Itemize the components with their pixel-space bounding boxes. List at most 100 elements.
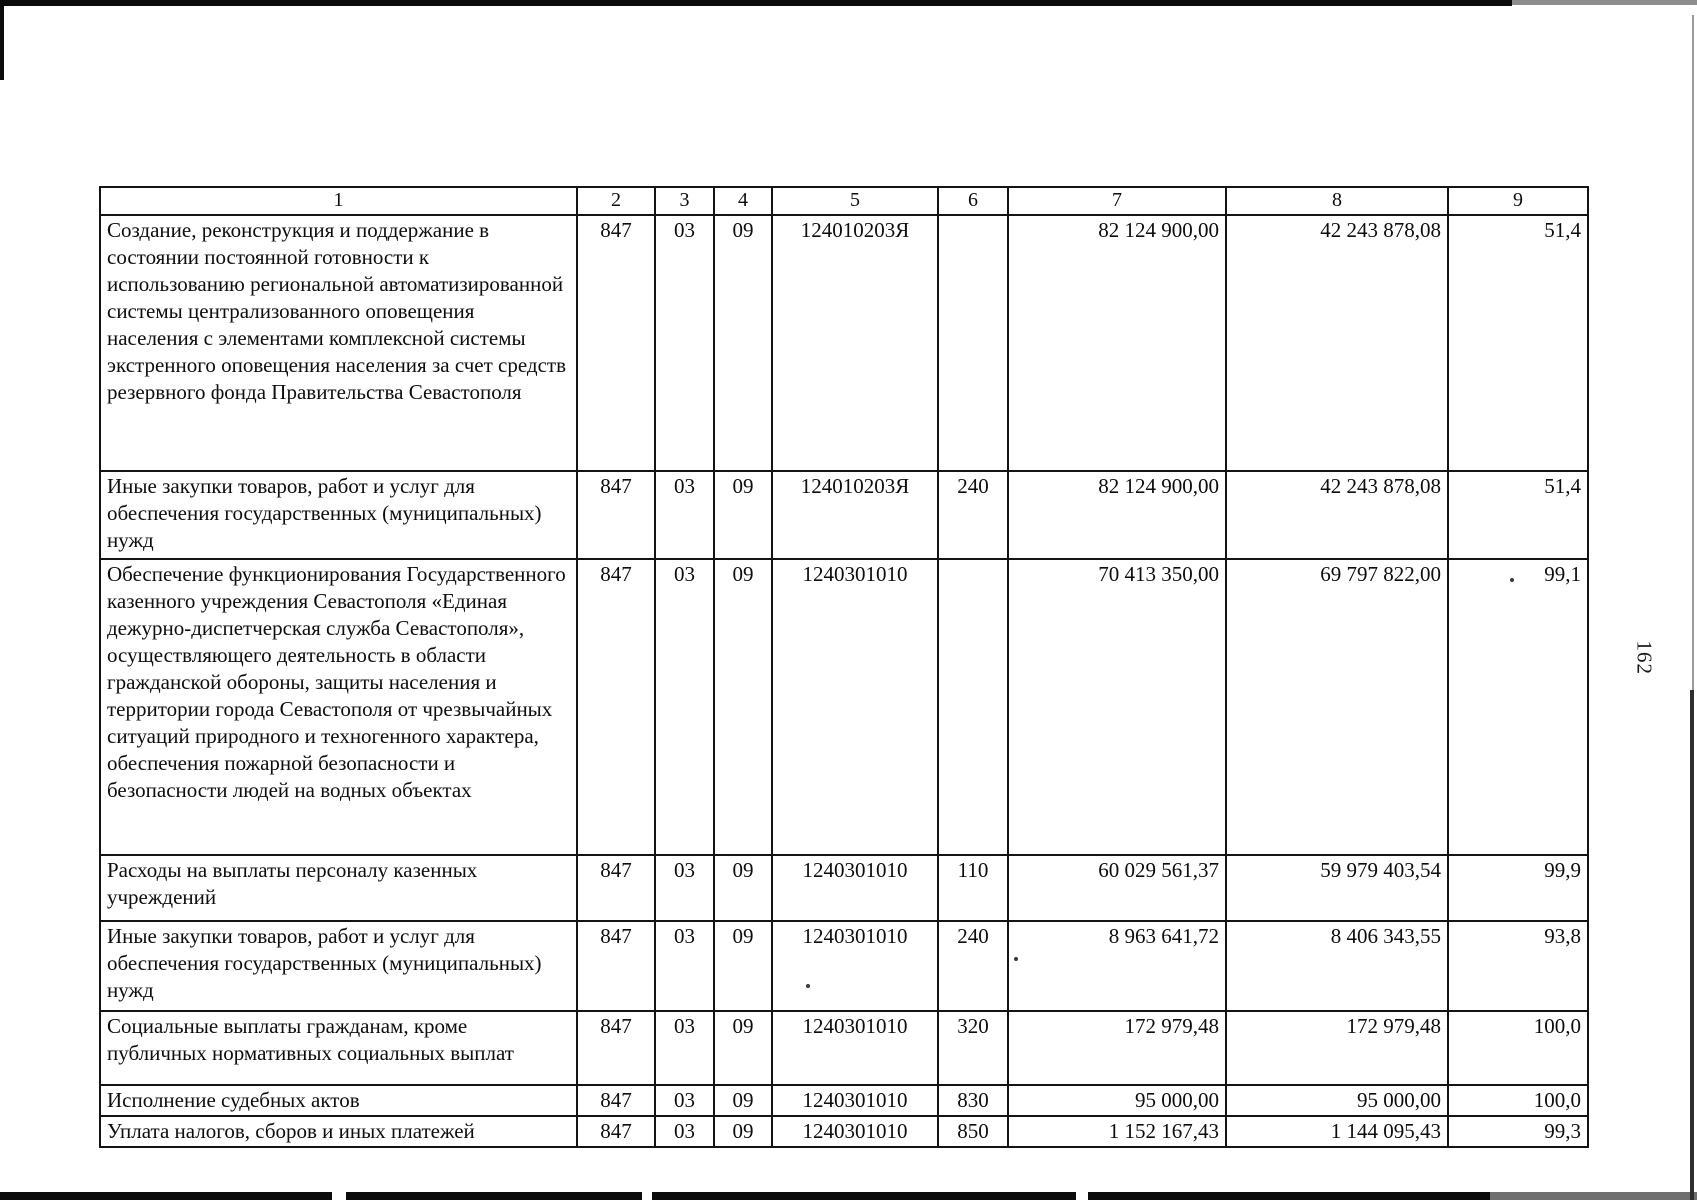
- value-cell: 1 152 167,43: [1007, 1115, 1227, 1148]
- value-cell: 03: [654, 558, 715, 856]
- value-cell: 03: [654, 854, 715, 922]
- value-cell: 42 243 878,08: [1225, 214, 1449, 472]
- value-cell: 95 000,00: [1007, 1084, 1227, 1117]
- row-label-cell: Социальные выплаты гражданам, кроме публ…: [99, 1010, 578, 1086]
- column-header: 5: [771, 186, 939, 216]
- table-row: Уплата налогов, сборов и иных платежей 84…: [99, 1115, 1589, 1148]
- row-label-cell: Расходы на выплаты персоналу казенных уч…: [99, 854, 578, 922]
- value-cell: 110: [937, 854, 1009, 922]
- value-cell: 03: [654, 1115, 715, 1148]
- value-cell: 850: [937, 1115, 1009, 1148]
- table-row: Создание, реконструкция и поддержание в …: [99, 214, 1589, 472]
- column-header: 7: [1007, 186, 1227, 216]
- value-cell: 03: [654, 1084, 715, 1117]
- scan-edge-bottom-light: [1490, 1192, 1697, 1200]
- value-cell: 847: [576, 470, 656, 560]
- value-cell: 03: [654, 1010, 715, 1086]
- table-row: Социальные выплаты гражданам, кроме публ…: [99, 1010, 1589, 1086]
- value-cell: 172 979,48: [1007, 1010, 1227, 1086]
- value-cell: 100,0: [1447, 1084, 1589, 1117]
- row-label-cell: Создание, реконструкция и поддержание в …: [99, 214, 578, 472]
- value-cell: 1240301010: [771, 920, 939, 1012]
- value-cell: 240: [937, 920, 1009, 1012]
- table-row: Иные закупки товаров, работ и услуг для …: [99, 470, 1589, 560]
- value-cell: 09: [713, 214, 773, 472]
- page-number: 162: [1632, 640, 1657, 676]
- column-header: 9: [1447, 186, 1589, 216]
- value-cell: 95 000,00: [1225, 1084, 1449, 1117]
- value-cell: 09: [713, 558, 773, 856]
- value-cell: 847: [576, 920, 656, 1012]
- value-cell: 09: [713, 854, 773, 922]
- value-cell: 124010203Я: [771, 470, 939, 560]
- value-cell: 320: [937, 1010, 1009, 1086]
- scan-paper-edge-line: [1690, 690, 1694, 1200]
- value-cell: 8 963 641,72: [1007, 920, 1227, 1012]
- value-cell: 59 979 403,54: [1225, 854, 1449, 922]
- value-cell: 847: [576, 854, 656, 922]
- scan-edge-top-right: [1512, 0, 1697, 5]
- row-label-cell: Иные закупки товаров, работ и услуг для …: [99, 920, 578, 1012]
- value-cell: 82 124 900,00: [1007, 470, 1227, 560]
- value-cell: 1240301010: [771, 558, 939, 856]
- value-cell: 99,1: [1447, 558, 1589, 856]
- table-row: Иные закупки товаров, работ и услуг для …: [99, 920, 1589, 1012]
- row-label-cell: Иные закупки товаров, работ и услуг для …: [99, 470, 578, 560]
- value-cell: 09: [713, 920, 773, 1012]
- value-cell: 100,0: [1447, 1010, 1589, 1086]
- value-cell: 09: [713, 1115, 773, 1148]
- value-cell: 99,3: [1447, 1115, 1589, 1148]
- value-cell: 8 406 343,55: [1225, 920, 1449, 1012]
- value-cell: 847: [576, 1084, 656, 1117]
- value-cell: 03: [654, 214, 715, 472]
- value-cell: 1240301010: [771, 1115, 939, 1148]
- value-cell: 1240301010: [771, 1084, 939, 1117]
- scan-edge-gap: [642, 1192, 652, 1200]
- value-cell: 70 413 350,00: [1007, 558, 1227, 856]
- value-cell: 60 029 561,37: [1007, 854, 1227, 922]
- value-cell: 82 124 900,00: [1007, 214, 1227, 472]
- value-cell: [937, 558, 1009, 856]
- column-header: 6: [937, 186, 1009, 216]
- value-cell: 03: [654, 470, 715, 560]
- value-cell: 09: [713, 470, 773, 560]
- column-header: 4: [713, 186, 773, 216]
- value-cell: 09: [713, 1010, 773, 1086]
- column-header: 8: [1225, 186, 1449, 216]
- value-cell: 99,9: [1447, 854, 1589, 922]
- scan-edge-gap: [332, 1192, 346, 1200]
- table-row: Расходы на выплаты персоналу казенных уч…: [99, 854, 1589, 922]
- value-cell: 847: [576, 558, 656, 856]
- scan-edge-bottom: [0, 1192, 1697, 1200]
- scan-edge-left: [0, 0, 4, 80]
- value-cell: 69 797 822,00: [1225, 558, 1449, 856]
- value-cell: 847: [576, 214, 656, 472]
- value-cell: 830: [937, 1084, 1009, 1117]
- value-cell: 240: [937, 470, 1009, 560]
- column-header: 1: [99, 186, 578, 216]
- value-cell: 1 144 095,43: [1225, 1115, 1449, 1148]
- table-row: Исполнение судебных актов 847 03 09 12403010…: [99, 1084, 1589, 1117]
- row-label-cell: Уплата налогов, сборов и иных платежей: [99, 1115, 578, 1148]
- value-cell: 51,4: [1447, 470, 1589, 560]
- value-cell: 93,8: [1447, 920, 1589, 1012]
- row-label-cell: Обеспечение функционирования Государстве…: [99, 558, 578, 856]
- value-cell: 847: [576, 1115, 656, 1148]
- scan-edge-gap: [1076, 1192, 1088, 1200]
- scan-edge-top: [0, 0, 1512, 6]
- value-cell: 09: [713, 1084, 773, 1117]
- value-cell: 1240301010: [771, 854, 939, 922]
- table-row: Обеспечение функционирования Государстве…: [99, 558, 1589, 856]
- value-cell: 172 979,48: [1225, 1010, 1449, 1086]
- column-header: 3: [654, 186, 715, 216]
- scan-paper-edge-line: [1692, 15, 1694, 690]
- row-label-cell: Исполнение судебных актов: [99, 1084, 578, 1117]
- value-cell: 42 243 878,08: [1225, 470, 1449, 560]
- value-cell: 51,4: [1447, 214, 1589, 472]
- column-header: 2: [576, 186, 656, 216]
- value-cell: 03: [654, 920, 715, 1012]
- value-cell: 1240301010: [771, 1010, 939, 1086]
